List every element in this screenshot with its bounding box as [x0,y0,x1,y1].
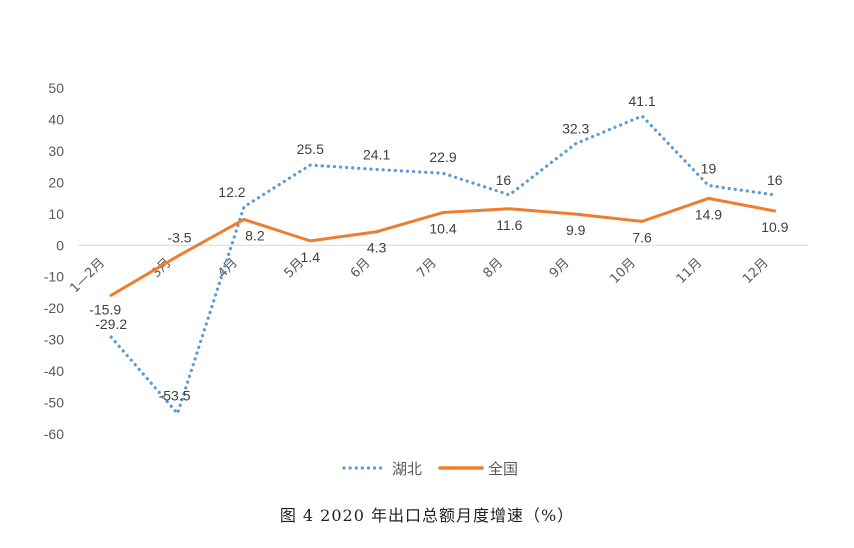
data-label: 16 [496,172,512,188]
data-label: 24.1 [363,146,390,162]
x-tick-label: 1—2月 [67,255,108,296]
y-tick-label: -40 [44,363,64,379]
data-label: -15.9 [89,301,121,317]
data-label: 11.6 [496,217,522,233]
data-label: -3.5 [167,229,191,245]
x-tick-label: 8月 [481,255,507,281]
data-labels: -29.2 -53.5 12.2 25.5 24.1 22.9 16 32.3 41.1 19 16… [89,93,788,404]
data-label: -53.5 [159,388,191,404]
x-tick-label: 6月 [348,255,374,281]
data-label: 41.1 [628,93,655,109]
data-label: 16 [767,172,783,188]
data-label: 25.5 [297,141,324,157]
x-tick-label: 12月 [740,255,771,286]
data-label: 10.4 [429,221,456,237]
x-tick-label: 11月 [674,255,705,286]
y-tick-label: -50 [44,395,64,411]
data-label: 12.2 [218,184,245,200]
data-label: 22.9 [429,149,456,165]
y-axis: 50 40 30 20 10 0 -10 -20 -30 -40 -50 -60 [44,80,64,442]
y-tick-label: -60 [44,426,64,442]
series-layer [109,114,777,416]
data-label: 10.9 [761,219,788,235]
legend-label: 全国 [488,460,518,478]
series-line-2 [109,196,777,297]
x-tick-label: 10月 [607,255,638,286]
figure-caption: 图 4 2020 年出口总额月度增速（%） [279,506,575,525]
data-label: 14.9 [695,206,722,222]
data-label: 32.3 [562,121,589,137]
data-label: 9.9 [566,222,586,238]
data-label: 7.6 [632,229,652,245]
data-label: 19 [701,161,717,177]
y-tick-label: 30 [48,143,64,159]
series-line-1 [109,114,777,416]
data-label: 1.4 [301,249,321,265]
legend-label: 湖北 [392,460,422,478]
y-tick-label: -10 [44,269,64,285]
data-label: 8.2 [245,227,265,243]
y-tick-label: 40 [48,111,64,127]
y-tick-label: 50 [48,80,64,96]
x-tick-label: 7月 [414,255,440,281]
y-tick-label: 0 [56,237,64,253]
y-tick-label: -30 [44,332,64,348]
y-tick-label: 20 [48,174,64,190]
y-tick-label: -20 [44,300,64,316]
x-axis: 1—2月 3月 4月 5月 6月 7月 8月 9月 10月 11月 12月 [67,255,771,296]
y-tick-label: 10 [48,206,64,222]
legend: 湖北 全国 [342,460,518,478]
data-label: 4.3 [367,240,387,256]
data-label: -29.2 [95,316,127,332]
x-tick-label: 9月 [547,255,573,281]
